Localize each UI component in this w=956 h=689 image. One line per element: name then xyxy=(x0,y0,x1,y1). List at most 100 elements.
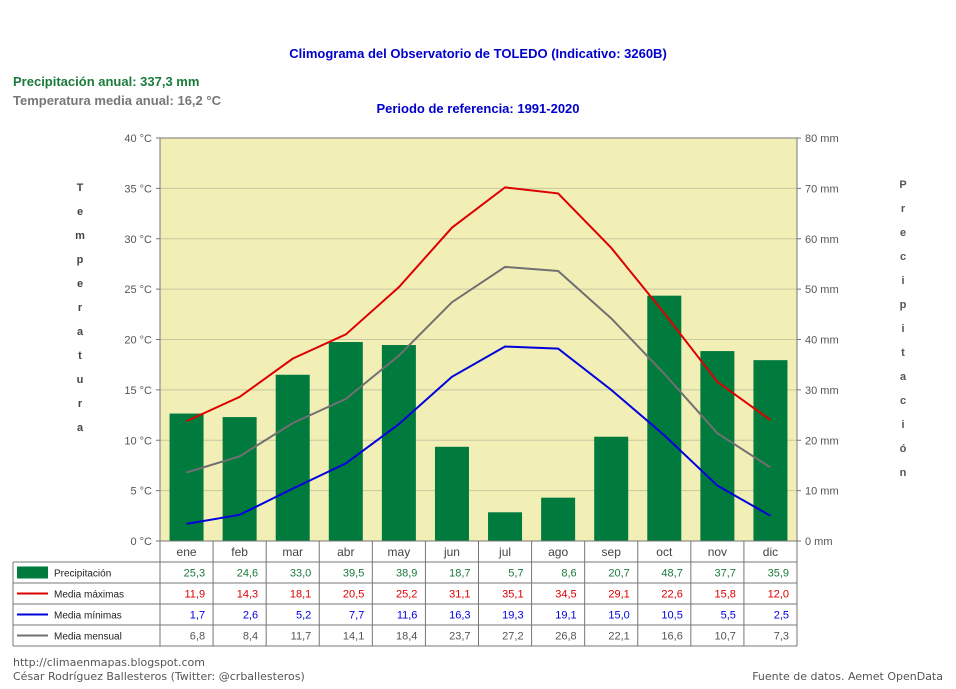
line-media-maximas xyxy=(186,186,772,423)
value-media-maximas-ene: 11,9 xyxy=(184,589,205,601)
month-label-jul: jul xyxy=(498,545,511,559)
y-tick-right-label: 50 mm xyxy=(805,284,839,296)
value-media-minimas-jun: 16,3 xyxy=(449,610,470,622)
month-label-mar: mar xyxy=(282,545,303,559)
value-precipitacion-sep: 20,7 xyxy=(608,568,629,580)
value-media-maximas-oct: 22,6 xyxy=(661,589,682,601)
footer-author: César Rodríguez Ballesteros (Twitter: @c… xyxy=(13,670,305,683)
value-media-minimas-sep: 15,0 xyxy=(608,610,629,622)
y-tick-right-label: 40 mm xyxy=(805,335,839,347)
month-label-abr: abr xyxy=(337,545,354,559)
value-media-mensual-ene: 6,8 xyxy=(190,631,205,643)
value-media-mensual-nov: 10,7 xyxy=(714,631,735,643)
legend-label-precipitacion: Precipitación xyxy=(54,569,111,580)
value-media-mensual-oct: 16,6 xyxy=(661,631,682,643)
value-media-minimas-mar: 5,2 xyxy=(296,610,311,622)
y-tick-left-label: 40 °C xyxy=(124,133,152,145)
bar-precipitacion-nov xyxy=(700,351,735,541)
value-media-maximas-nov: 15,8 xyxy=(714,589,735,601)
chart-title: Climograma del Observatorio de TOLEDO (I… xyxy=(289,46,667,61)
y-tick-right-label: 20 mm xyxy=(805,435,839,447)
reference-period: Periodo de referencia: 1991-2020 xyxy=(376,101,580,116)
footer-source: Fuente de datos. Aemet OpenData xyxy=(752,670,943,683)
value-precipitacion-mar: 33,0 xyxy=(290,568,311,580)
value-media-minimas-dic: 2,5 xyxy=(774,610,789,622)
bar-precipitacion-ago xyxy=(541,497,576,541)
legend-label-media-mensual: Media mensual xyxy=(54,632,122,643)
y-tick-right-label: 80 mm xyxy=(805,133,839,145)
bar-precipitacion-sep xyxy=(594,436,629,541)
y-tick-left-label: 30 °C xyxy=(124,234,152,246)
value-media-mensual-jul: 27,2 xyxy=(502,631,523,643)
y-tick-right-label: 30 mm xyxy=(805,385,839,397)
annual-temperature: Temperatura media anual: 16,2 °C xyxy=(13,93,221,108)
month-label-sep: sep xyxy=(602,545,622,559)
value-media-minimas-abr: 7,7 xyxy=(349,610,364,622)
y-tick-left-label: 0 °C xyxy=(130,536,152,548)
value-media-mensual-abr: 14,1 xyxy=(343,631,364,643)
value-precipitacion-abr: 39,5 xyxy=(343,568,364,580)
value-media-mensual-dic: 7,3 xyxy=(774,631,789,643)
bar-precipitacion-jun xyxy=(434,446,469,541)
bar-precipitacion-jul xyxy=(488,512,523,541)
month-label-nov: nov xyxy=(708,545,727,559)
y-tick-right-label: 0 mm xyxy=(805,536,833,548)
value-media-minimas-feb: 2,6 xyxy=(243,610,258,622)
line-media-mensual xyxy=(186,265,772,474)
value-media-mensual-ago: 26,8 xyxy=(555,631,576,643)
y-tick-left-label: 5 °C xyxy=(130,486,152,498)
bar-precipitacion-mar xyxy=(275,374,310,541)
value-media-mensual-sep: 22,1 xyxy=(608,631,629,643)
legend-swatch-precipitacion xyxy=(17,566,48,579)
month-label-jun: jun xyxy=(443,545,460,559)
value-media-maximas-mar: 18,1 xyxy=(290,589,311,601)
y-tick-left-label: 20 °C xyxy=(124,335,152,347)
y-tick-left-label: 35 °C xyxy=(124,183,152,195)
value-media-mensual-mar: 11,7 xyxy=(291,631,312,643)
value-media-mensual-feb: 8,4 xyxy=(243,631,258,643)
month-label-may: may xyxy=(388,545,411,559)
value-media-minimas-ago: 19,1 xyxy=(555,610,576,622)
month-label-ene: ene xyxy=(177,545,197,559)
value-precipitacion-jun: 18,7 xyxy=(449,568,470,580)
bar-precipitacion-feb xyxy=(222,417,257,541)
value-precipitacion-may: 38,9 xyxy=(396,568,417,580)
month-label-oct: oct xyxy=(656,545,673,559)
bar-precipitacion-abr xyxy=(328,342,363,541)
value-media-maximas-jul: 35,1 xyxy=(502,589,523,601)
y-tick-right-label: 10 mm xyxy=(805,486,839,498)
value-media-maximas-feb: 14,3 xyxy=(237,589,258,601)
bar-precipitacion-ene xyxy=(169,413,204,541)
y-tick-left-label: 15 °C xyxy=(124,385,152,397)
value-precipitacion-ene: 25,3 xyxy=(184,568,205,580)
month-label-dic: dic xyxy=(763,545,778,559)
value-precipitacion-feb: 24,6 xyxy=(237,568,258,580)
y-tick-right-label: 70 mm xyxy=(805,183,839,195)
bar-precipitacion-dic xyxy=(753,360,788,541)
value-precipitacion-oct: 48,7 xyxy=(661,568,682,580)
value-media-minimas-nov: 5,5 xyxy=(721,610,736,622)
value-media-minimas-ene: 1,7 xyxy=(190,610,205,622)
value-media-maximas-dic: 12,0 xyxy=(768,589,789,601)
bar-precipitacion-may xyxy=(381,345,416,541)
value-media-maximas-abr: 20,5 xyxy=(343,589,364,601)
footer-url: http://climaenmapas.blogspot.com xyxy=(13,656,205,669)
value-media-minimas-oct: 10,5 xyxy=(661,610,682,622)
value-media-maximas-jun: 31,1 xyxy=(449,589,470,601)
value-media-minimas-may: 11,6 xyxy=(397,610,418,622)
value-precipitacion-nov: 37,7 xyxy=(714,568,735,580)
value-precipitacion-jul: 5,7 xyxy=(508,568,523,580)
legend-label-media-minimas: Media mínimas xyxy=(54,611,122,622)
month-label-ago: ago xyxy=(548,545,568,559)
y-tick-left-label: 10 °C xyxy=(124,435,152,447)
y-tick-right-label: 60 mm xyxy=(805,234,839,246)
month-label-feb: feb xyxy=(231,545,248,559)
value-precipitacion-ago: 8,6 xyxy=(561,568,576,580)
value-media-mensual-jun: 23,7 xyxy=(449,631,470,643)
value-media-maximas-sep: 29,1 xyxy=(608,589,629,601)
line-media-minimas xyxy=(186,345,771,525)
annual-precipitation: Precipitación anual: 337,3 mm xyxy=(13,74,200,89)
